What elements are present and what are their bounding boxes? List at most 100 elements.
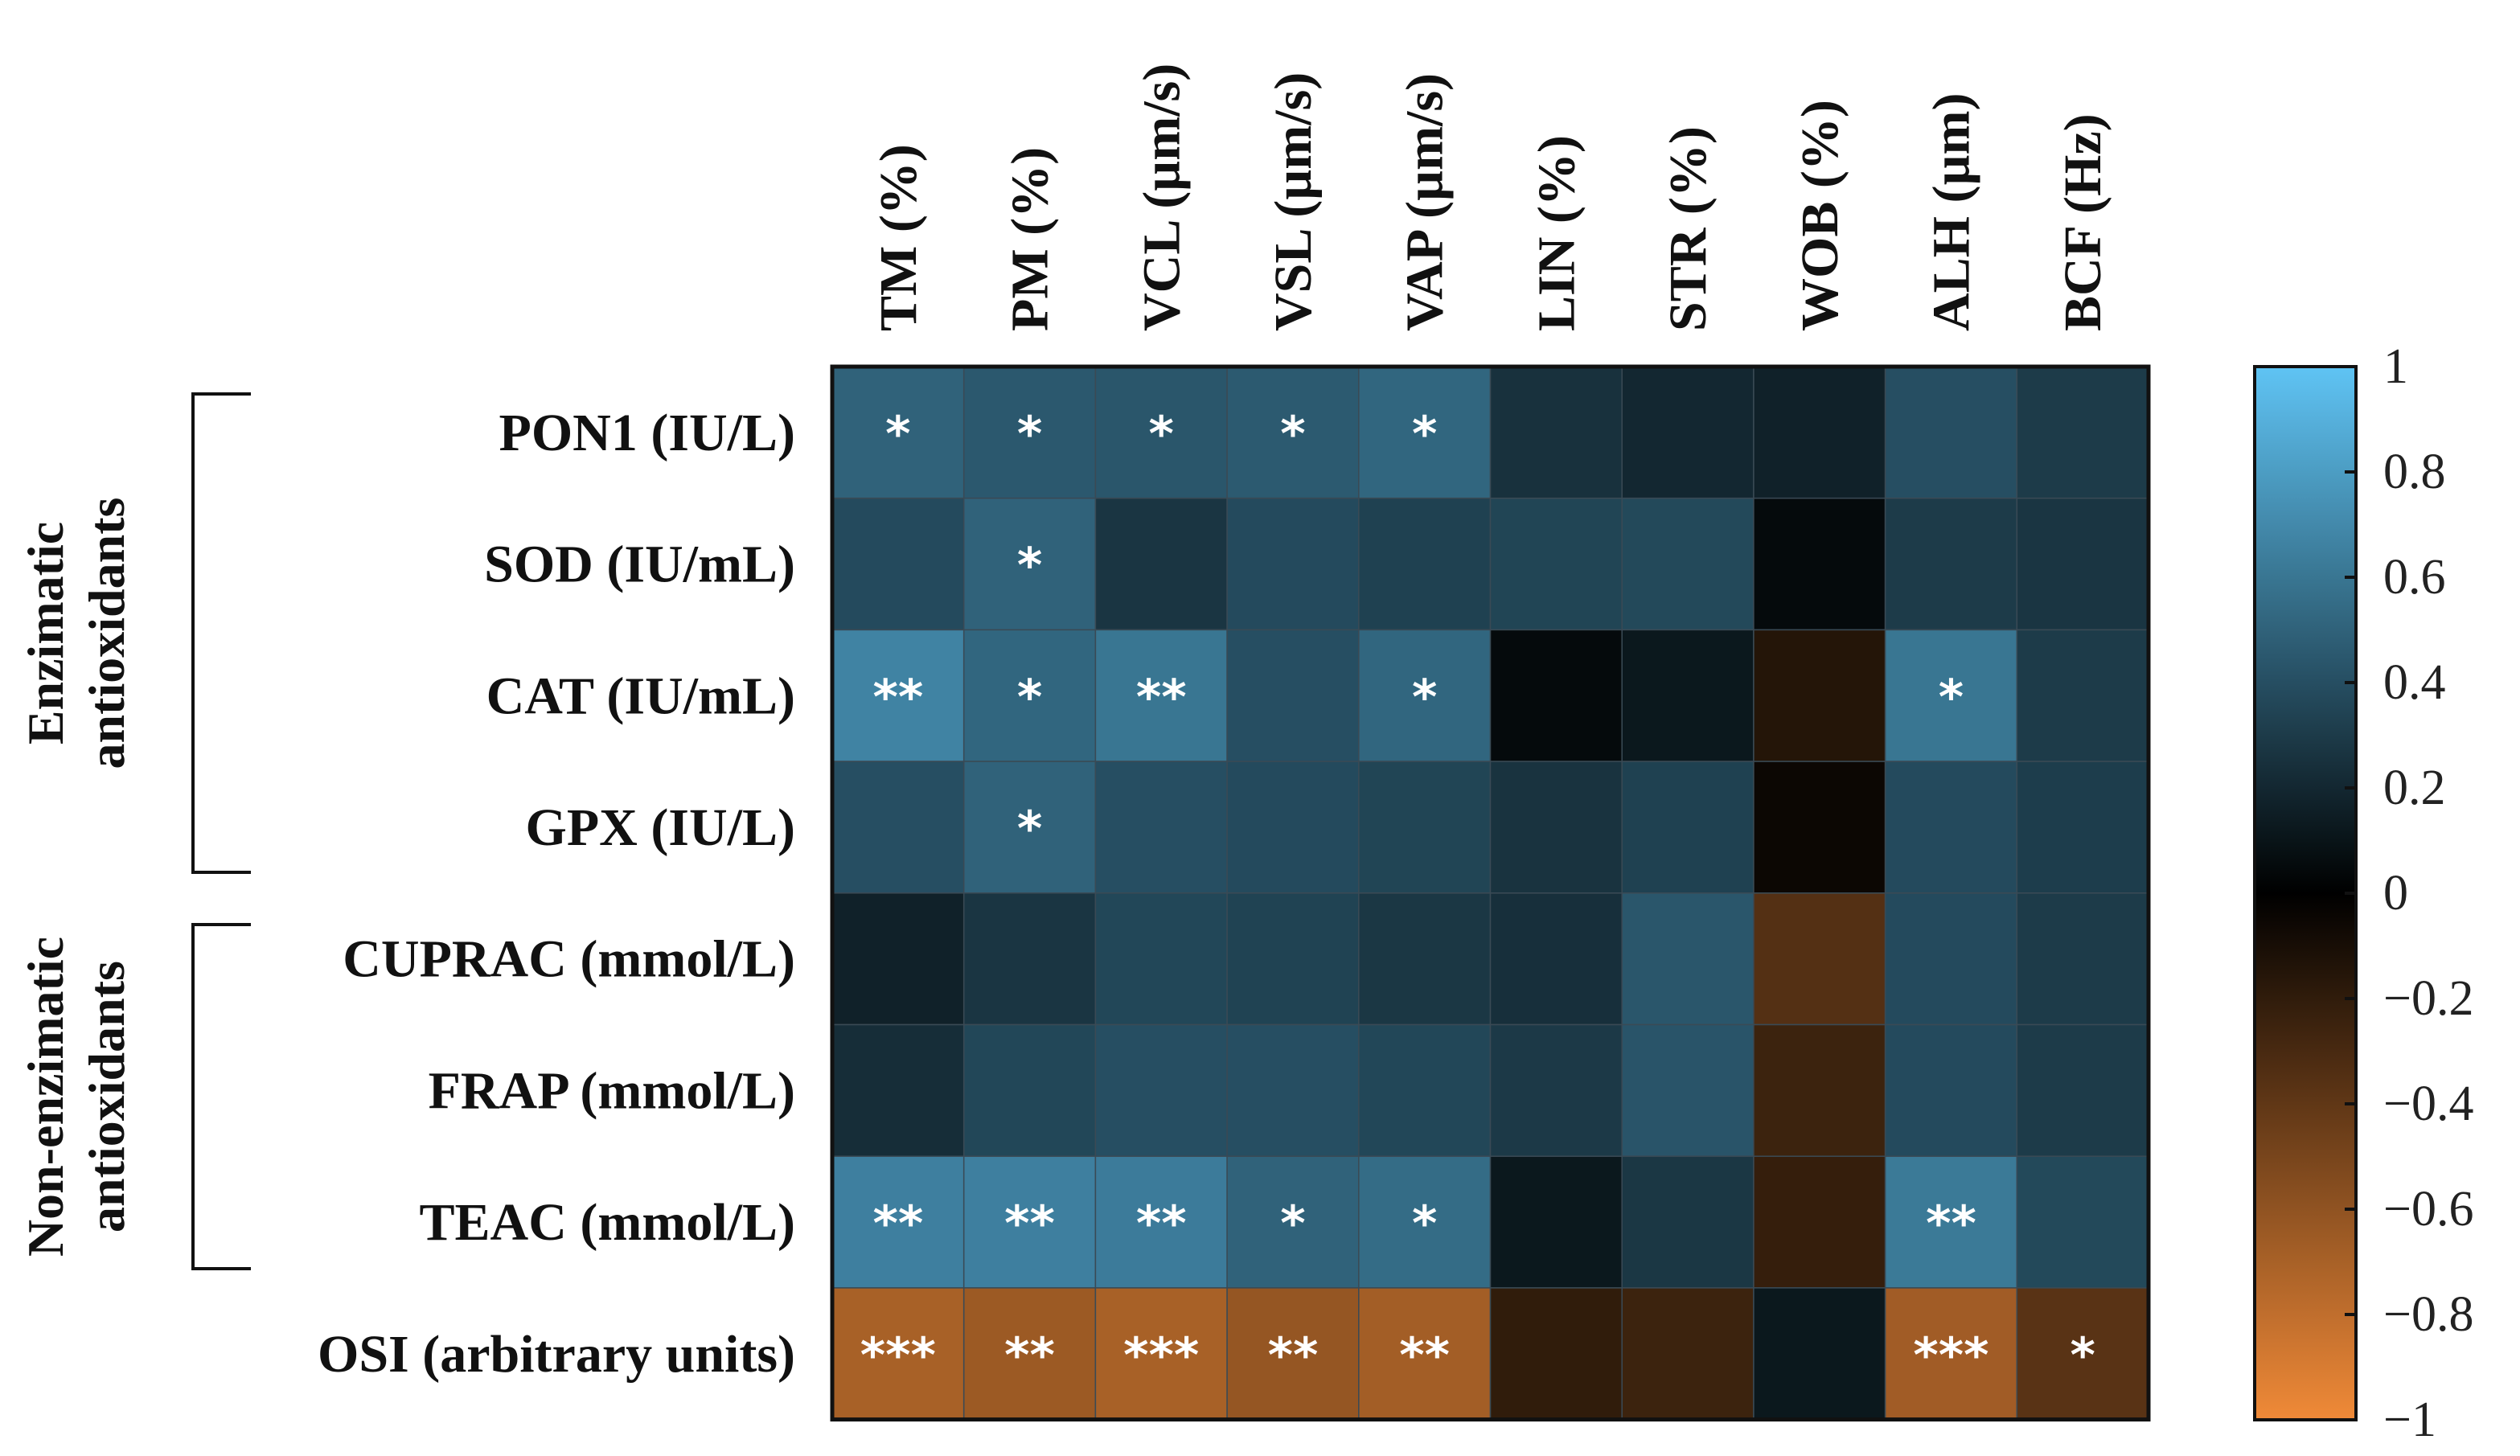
heatmap-cell-cuprac-mmol-l-tm [831,892,965,1026]
row-label-osi-arbitrary-units: OSI (arbitrary units) [318,1325,795,1384]
significance-mark: ** [1926,1196,1976,1252]
heatmap-cell-osi-arbitrary-units-lin [1489,1287,1623,1421]
heatmap-cell-frap-mmol-l-lin [1489,1023,1623,1157]
heatmap-cell-cuprac-mmol-l-bcf-hz [2016,892,2149,1026]
column-label-bcf-hz: BCF (Hz) [2054,113,2112,331]
heatmap-cell-pon1-iu-l-lin [1489,366,1623,499]
heatmap-cell-teac-mmol-l-alh-m [1884,1155,2018,1289]
significance-mark: ** [1136,1196,1187,1252]
heatmap-cell-frap-mmol-l-vsl-m-s [1226,1023,1360,1157]
heatmap-cell-gpx-iu-l-pm [962,761,1097,894]
heatmap-cell-teac-mmol-l-vsl-m-s [1226,1155,1360,1289]
colorbar-gradient [2253,365,2358,1421]
heatmap-cell-frap-mmol-l-bcf-hz [2016,1023,2149,1157]
row-label-gpx-iu-l: GPX (IU/L) [526,798,795,857]
heatmap-cell-osi-arbitrary-units-vcl-m-s [1094,1287,1228,1421]
significance-mark: * [1412,406,1437,462]
heatmap-cell-frap-mmol-l-pm [962,1023,1097,1157]
heatmap-cell-teac-mmol-l-lin [1489,1155,1623,1289]
group-label-antioxidants: antioxidants [78,498,135,769]
group-label-antioxidants: antioxidants [78,961,135,1232]
heatmap-cell-sod-iu-ml-lin [1489,497,1623,631]
heatmap-cell-pon1-iu-l-bcf-hz [2016,366,2149,499]
colorbar-tick-label: −1 [2383,1392,2436,1447]
heatmap-cell-osi-arbitrary-units-vsl-m-s [1226,1287,1360,1421]
heatmap-cell-sod-iu-ml-tm [831,497,965,631]
column-label-wob: WOB (%) [1791,100,1849,331]
row-label-frap-mmol-l: FRAP (mmol/L) [429,1061,795,1120]
colorbar-tick-label: −0.2 [2383,971,2473,1026]
heatmap-cell-cuprac-mmol-l-pm [962,892,1097,1026]
significance-mark: ** [872,669,923,725]
heatmap-cell-cuprac-mmol-l-vsl-m-s [1226,892,1360,1026]
row-label-cat-iu-ml: CAT (IU/mL) [486,666,795,725]
heatmap-cell-cat-iu-ml-wob [1753,629,1886,762]
heatmap-cell-gpx-iu-l-bcf-hz [2016,761,2149,894]
heatmap-cell-osi-arbitrary-units-str [1621,1287,1755,1421]
heatmap-cell-cuprac-mmol-l-vcl-m-s [1094,892,1228,1026]
heatmap-cell-pon1-iu-l-vap-m-s [1358,366,1492,499]
significance-mark: * [1280,406,1305,462]
column-label-tm: TM (%) [869,144,928,331]
heatmap-cell-pon1-iu-l-vsl-m-s [1226,366,1360,499]
heatmap-cell-sod-iu-ml-vcl-m-s [1094,497,1228,631]
group-label-non-enzimatic: Non-enzimatic [17,937,74,1257]
group-bracket-1 [191,392,251,874]
heatmap-cell-frap-mmol-l-alh-m [1884,1023,2018,1157]
heatmap-cell-frap-mmol-l-str [1621,1023,1755,1157]
heatmap-cell-pon1-iu-l-wob [1753,366,1886,499]
heatmap-cell-cuprac-mmol-l-str [1621,892,1755,1026]
row-label-cuprac-mmol-l: CUPRAC (mmol/L) [343,930,795,989]
heatmap-cell-frap-mmol-l-vap-m-s [1358,1023,1492,1157]
colorbar: 1 0.8 0.6 0.4 0.2 0 −0.2 −0.4 −0.6 −0.8 −1 [2253,339,2473,1447]
heatmap-cell-cat-iu-ml-vsl-m-s [1226,629,1360,762]
heatmap-cell-cuprac-mmol-l-vap-m-s [1358,892,1492,1026]
significance-mark: ** [1004,1196,1055,1252]
colorbar-tick-label: 0.2 [2383,761,2446,815]
colorbar-tick-label: −0.4 [2383,1077,2473,1131]
heatmap-cell-gpx-iu-l-vcl-m-s [1094,761,1228,894]
heatmap-cell-sod-iu-ml-pm [962,497,1097,631]
column-label-vap-m-s: VAP (µm/s) [1396,73,1455,331]
heatmap-cell-gpx-iu-l-str [1621,761,1755,894]
row-label-teac-mmol-l: TEAC (mmol/L) [420,1193,795,1252]
heatmap-cell-teac-mmol-l-vap-m-s [1358,1155,1492,1289]
heatmap-border [830,364,2151,1422]
significance-mark: * [1149,406,1174,462]
heatmap-cell-pon1-iu-l-pm [962,366,1097,499]
heatmap-cell-cat-iu-ml-pm [962,629,1097,762]
heatmap-cell-osi-arbitrary-units-bcf-hz [2016,1287,2149,1421]
heatmap-cell-cat-iu-ml-str [1621,629,1755,762]
heatmap-cell-gpx-iu-l-wob [1753,761,1886,894]
significance-mark: * [2070,1327,2095,1384]
group-label-enzimatic: Enzimatic [17,522,74,744]
heatmap-cell-gpx-iu-l-vap-m-s [1358,761,1492,894]
colorbar-tick-label: −0.8 [2383,1287,2473,1342]
heatmap-cells [831,366,2149,1421]
colorbar-tick-label: −0.6 [2383,1182,2473,1237]
heatmap-cell-frap-mmol-l-tm [831,1023,965,1157]
heatmap-cell-teac-mmol-l-wob [1753,1155,1886,1289]
significance-mark: * [1412,669,1437,725]
significance-mark: ** [1136,669,1187,725]
significance-mark: ** [1268,1327,1319,1384]
heatmap-cell-osi-arbitrary-units-vap-m-s [1358,1287,1492,1421]
heatmap-cell-cat-iu-ml-lin [1489,629,1623,762]
significance-mark: ** [1004,1327,1055,1384]
row-label-pon1-iu-l: PON1 (IU/L) [499,404,795,462]
colorbar-tick-label: 1 [2383,339,2408,394]
significance-mark: *** [860,1327,936,1384]
heatmap-cell-sod-iu-ml-str [1621,497,1755,631]
significance-mark: * [1017,669,1042,725]
heatmap-cell-gpx-iu-l-vsl-m-s [1226,761,1360,894]
significance-mark: * [1280,1196,1305,1252]
heatmap-cell-frap-mmol-l-vcl-m-s [1094,1023,1228,1157]
heatmap-cell-osi-arbitrary-units-pm [962,1287,1097,1421]
heatmap-cell-cuprac-mmol-l-wob [1753,892,1886,1026]
colorbar-tick-label: 0.4 [2383,655,2446,710]
column-label-vcl-m-s: VCL (µm/s) [1132,64,1191,331]
significance-mark: ** [872,1196,923,1252]
significance-mark: * [1412,1196,1437,1252]
heatmap-cell-sod-iu-ml-vsl-m-s [1226,497,1360,631]
